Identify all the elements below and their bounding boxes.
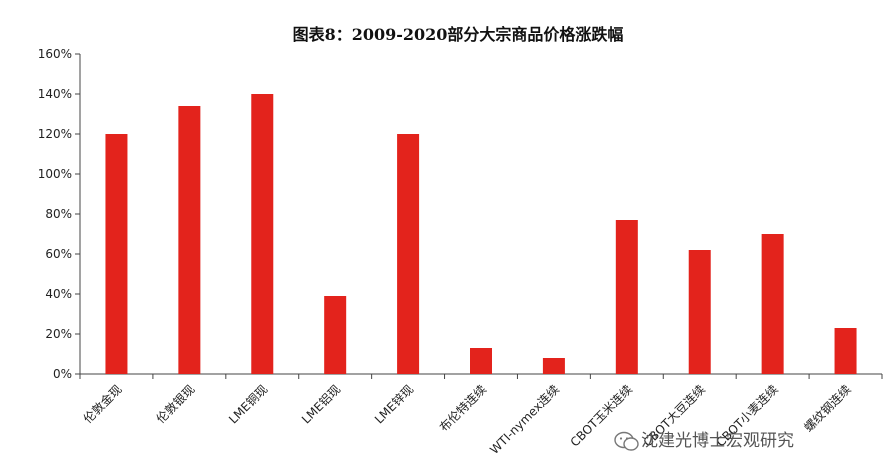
bar <box>178 106 201 374</box>
y-tick-label: 100% <box>38 167 72 181</box>
bar <box>542 358 565 374</box>
bar <box>251 94 274 374</box>
bar <box>105 134 128 374</box>
watermark: 沈建光博士宏观研究 <box>614 431 794 451</box>
bar <box>324 296 347 374</box>
y-tick-label: 60% <box>45 247 72 261</box>
y-axis: 0% 20% 40% 60% 80% 100% 120% 140% 160% <box>38 47 81 381</box>
bar <box>470 348 492 374</box>
bar <box>834 328 857 374</box>
bar <box>761 234 784 374</box>
category-label: 伦敦银现 <box>153 382 198 427</box>
category-label: 布伦特连续 <box>436 382 489 435</box>
category-label: LME铝现 <box>298 382 343 427</box>
y-tick-label: 40% <box>45 287 72 301</box>
bar <box>397 134 420 374</box>
category-label: LME锌现 <box>372 382 416 426</box>
category-label: CBOT玉米连续 <box>567 382 635 450</box>
category-label: 伦敦金现 <box>80 382 125 427</box>
bars <box>105 94 857 374</box>
y-tick-label: 20% <box>45 327 72 341</box>
bar <box>688 250 711 374</box>
y-tick-label: 80% <box>45 207 72 221</box>
y-tick-label: 120% <box>38 127 72 141</box>
category-label: WTI-nymex连续 <box>487 382 562 457</box>
bar <box>615 220 638 374</box>
x-axis <box>79 373 883 379</box>
y-tick-label: 140% <box>38 87 72 101</box>
category-label: 螺纹钢连续 <box>801 382 854 435</box>
chart-title: 图表8：2009-2020部分大宗商品价格涨跌幅 <box>293 25 624 44</box>
wechat-icon <box>614 431 639 451</box>
category-label: LME铜现 <box>225 382 270 427</box>
watermark-text: 沈建光博士宏观研究 <box>641 431 794 451</box>
y-tick-label: 160% <box>38 47 72 61</box>
y-tick-label: 0% <box>53 367 72 381</box>
